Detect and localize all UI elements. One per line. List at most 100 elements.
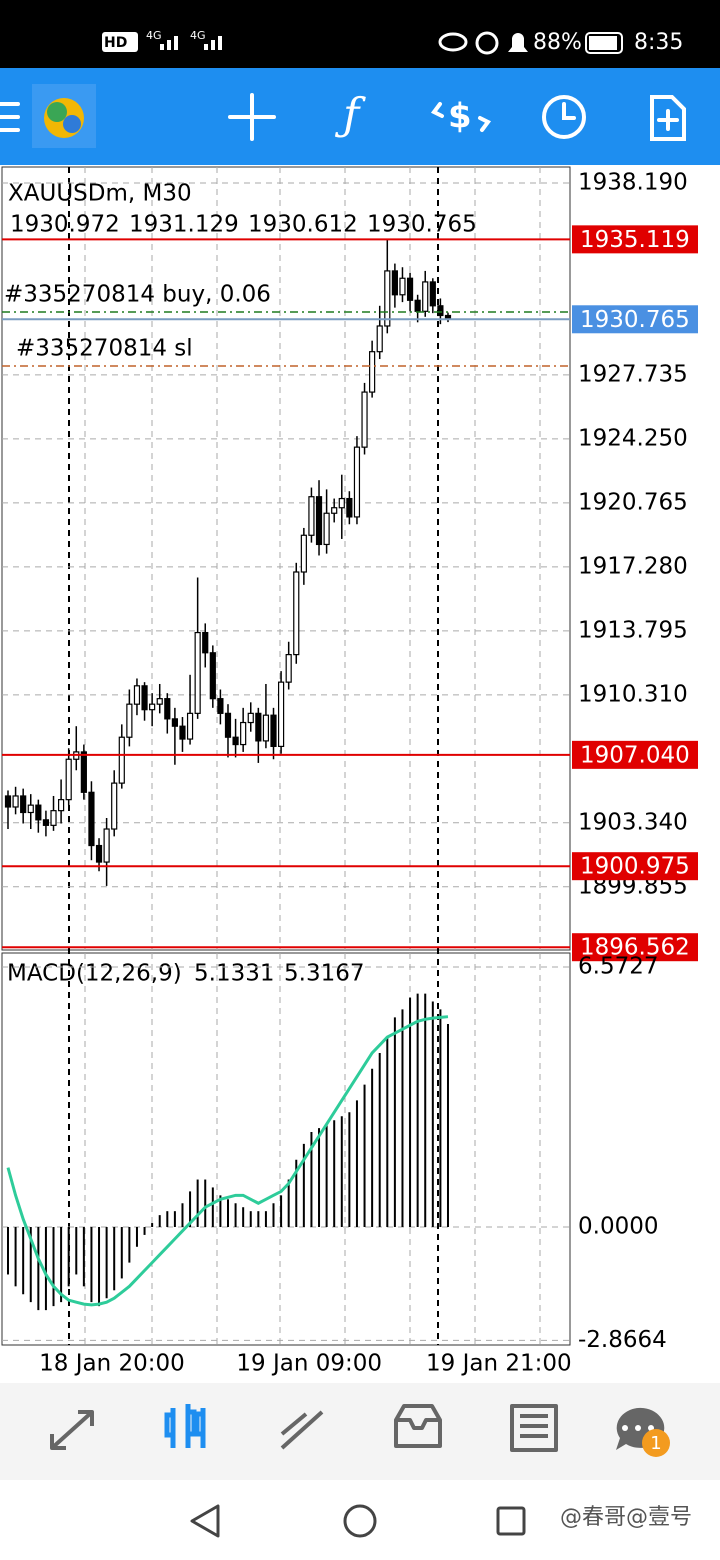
toolbar bbox=[0, 68, 720, 165]
logo-shape bbox=[47, 102, 67, 122]
badge bbox=[642, 1429, 670, 1457]
candle-body bbox=[149, 703, 156, 711]
candle-body bbox=[315, 496, 323, 546]
quotes-tab[interactable] bbox=[50, 1410, 94, 1450]
signal-line bbox=[6, 1015, 449, 1307]
battery-level bbox=[589, 36, 617, 50]
hd-label: HD bbox=[104, 35, 127, 51]
candle-body bbox=[277, 681, 285, 748]
macd-title: MACD(12,26,9) bbox=[7, 961, 182, 987]
menu-button[interactable] bbox=[0, 102, 20, 132]
candle-body bbox=[376, 325, 383, 353]
candle-body bbox=[12, 795, 19, 808]
history-tab[interactable] bbox=[394, 1404, 442, 1448]
candle-body bbox=[171, 718, 178, 727]
y-tick-label: 1920.765 bbox=[578, 489, 688, 515]
symbol-arrows bbox=[430, 102, 492, 132]
y-tick-label: 1913.795 bbox=[578, 617, 688, 643]
candle-body bbox=[118, 736, 125, 784]
signal-value: 5.3167 bbox=[284, 961, 364, 987]
candle-body bbox=[103, 828, 110, 863]
candle-body bbox=[133, 685, 141, 705]
y-tick-label: 0.0000 bbox=[578, 1213, 658, 1239]
chart-tab[interactable] bbox=[164, 1404, 206, 1448]
ohlc-low: 1930.612 bbox=[248, 212, 358, 238]
x-tick-label: 18 Jan 20:00 bbox=[39, 1351, 185, 1377]
y-tick-label: 6.5727 bbox=[578, 953, 658, 979]
order-label: #335270814 buy, 0.06 bbox=[4, 282, 271, 308]
candle-body bbox=[27, 804, 34, 814]
candle-body bbox=[422, 281, 429, 312]
ohlc-close: 1930.765 bbox=[367, 212, 477, 238]
period-hands bbox=[562, 102, 576, 120]
trade-tab[interactable] bbox=[280, 1410, 324, 1450]
crosshair-button[interactable] bbox=[228, 93, 276, 141]
level-label: 1896.562 bbox=[580, 935, 690, 961]
plot: 1938.190 1927.735 1924.250 1920.765 1917.280… bbox=[2, 169, 698, 1377]
bottom-nav bbox=[0, 1383, 720, 1480]
badge-count: 1 bbox=[650, 1433, 661, 1454]
period-button[interactable] bbox=[542, 95, 586, 139]
candle-body bbox=[346, 497, 353, 518]
bid-tag bbox=[572, 305, 698, 334]
candle-body bbox=[300, 534, 307, 573]
level-label: 1935.119 bbox=[580, 227, 690, 253]
y-tick-label: 1938.190 bbox=[578, 169, 688, 195]
news-tab[interactable] bbox=[510, 1404, 558, 1452]
candle-body bbox=[209, 652, 216, 700]
macd-panel bbox=[1, 952, 571, 1346]
candle-body bbox=[270, 714, 277, 748]
candle-body bbox=[80, 751, 87, 793]
symbol-label: XAUUSDm, M30 bbox=[8, 181, 192, 207]
candle-body bbox=[262, 714, 270, 742]
symbol-button[interactable]: $ bbox=[448, 97, 472, 137]
candle-body bbox=[240, 721, 247, 746]
candle-body bbox=[186, 712, 194, 740]
alarm-icon bbox=[475, 31, 499, 55]
candle-body bbox=[35, 804, 42, 821]
x-tick-label: 19 Jan 21:00 bbox=[426, 1351, 572, 1377]
signal-icon bbox=[204, 36, 222, 50]
candle-body bbox=[406, 277, 414, 301]
network-label: 4G bbox=[146, 29, 162, 42]
y-tick-label: 1910.310 bbox=[578, 681, 688, 707]
ohlc-high: 1931.129 bbox=[129, 212, 239, 238]
y-tick-label: -2.8664 bbox=[578, 1327, 667, 1353]
recents-button[interactable] bbox=[496, 1506, 526, 1536]
candle-body bbox=[111, 782, 118, 830]
level-tag bbox=[572, 933, 698, 962]
candle-body bbox=[247, 712, 254, 724]
candle-body bbox=[255, 712, 262, 742]
candle-body bbox=[88, 791, 95, 847]
y-tick-label: 1917.280 bbox=[578, 553, 688, 579]
candle-body bbox=[361, 391, 368, 448]
level-tag bbox=[572, 225, 698, 254]
y-tick-label: 1924.250 bbox=[578, 425, 688, 451]
candle-body bbox=[338, 497, 345, 509]
candle-body bbox=[391, 270, 398, 296]
eye-icon bbox=[438, 32, 468, 52]
candle-body bbox=[384, 270, 391, 327]
back-button[interactable] bbox=[190, 1504, 220, 1538]
macd-value: 5.1331 bbox=[194, 961, 274, 987]
level-label: 1900.975 bbox=[580, 854, 690, 880]
candle-body bbox=[232, 736, 239, 746]
clock: 8:35 bbox=[634, 30, 683, 55]
chat-dot bbox=[635, 1425, 641, 1431]
template-button[interactable] bbox=[650, 95, 686, 141]
home-button[interactable] bbox=[343, 1504, 377, 1538]
candle-body bbox=[293, 571, 300, 656]
candle-body bbox=[323, 512, 330, 546]
candle-body bbox=[429, 281, 436, 307]
candle-body bbox=[65, 758, 72, 801]
candle-body bbox=[414, 299, 421, 312]
main-panel bbox=[1, 166, 571, 951]
signal-icon bbox=[160, 36, 178, 50]
mute-icon bbox=[508, 33, 528, 52]
candle-body bbox=[58, 799, 65, 812]
candle-body bbox=[194, 631, 201, 714]
candle-body bbox=[217, 698, 224, 714]
candle-body bbox=[331, 507, 338, 514]
candle-body bbox=[308, 496, 315, 536]
level-tag bbox=[572, 740, 698, 769]
